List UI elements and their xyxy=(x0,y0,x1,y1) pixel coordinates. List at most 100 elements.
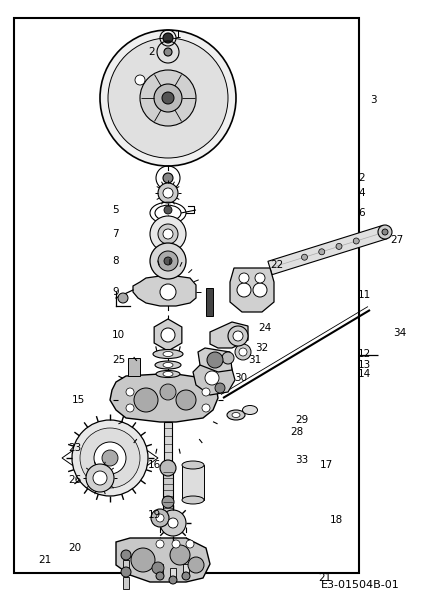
Circle shape xyxy=(164,257,172,265)
Ellipse shape xyxy=(163,371,173,377)
Text: 30: 30 xyxy=(234,373,247,383)
Text: 6: 6 xyxy=(358,208,365,218)
Text: 23: 23 xyxy=(68,443,81,453)
Circle shape xyxy=(160,284,176,300)
Circle shape xyxy=(160,510,186,536)
Bar xyxy=(164,422,172,468)
Circle shape xyxy=(140,70,196,126)
Bar xyxy=(206,288,213,316)
Polygon shape xyxy=(210,322,248,348)
Circle shape xyxy=(156,540,164,548)
Ellipse shape xyxy=(156,370,180,377)
Text: 5: 5 xyxy=(112,205,118,215)
Circle shape xyxy=(94,442,126,474)
Circle shape xyxy=(135,75,145,85)
Text: 12: 12 xyxy=(358,349,371,359)
Circle shape xyxy=(163,229,173,239)
Bar xyxy=(123,560,129,572)
Circle shape xyxy=(207,352,223,368)
Circle shape xyxy=(228,326,248,346)
Text: 22: 22 xyxy=(270,260,283,270)
Circle shape xyxy=(162,496,174,508)
Text: 27: 27 xyxy=(390,235,403,245)
Circle shape xyxy=(378,225,392,239)
Bar xyxy=(163,462,173,514)
Text: 28: 28 xyxy=(290,427,303,437)
Text: 34: 34 xyxy=(393,328,407,338)
Circle shape xyxy=(182,572,190,580)
Circle shape xyxy=(222,352,234,364)
Circle shape xyxy=(154,84,182,112)
Circle shape xyxy=(186,540,194,548)
Ellipse shape xyxy=(153,349,183,358)
Polygon shape xyxy=(110,374,218,422)
Ellipse shape xyxy=(163,352,173,356)
Text: 29: 29 xyxy=(295,415,308,425)
Circle shape xyxy=(86,464,114,492)
Text: 33: 33 xyxy=(295,455,308,465)
Text: 9: 9 xyxy=(112,287,118,297)
Text: 10: 10 xyxy=(112,330,125,340)
Circle shape xyxy=(253,283,267,297)
Text: 31: 31 xyxy=(248,355,261,365)
Ellipse shape xyxy=(182,461,204,469)
Polygon shape xyxy=(230,268,274,312)
Circle shape xyxy=(163,173,173,183)
Circle shape xyxy=(168,518,178,528)
Circle shape xyxy=(134,388,158,412)
Text: 8: 8 xyxy=(112,256,118,266)
Circle shape xyxy=(215,383,225,393)
Circle shape xyxy=(126,388,134,396)
Text: 16: 16 xyxy=(148,460,161,470)
Circle shape xyxy=(72,420,148,496)
Polygon shape xyxy=(193,362,235,395)
Ellipse shape xyxy=(154,265,182,273)
Circle shape xyxy=(156,572,164,580)
Polygon shape xyxy=(198,348,232,372)
Circle shape xyxy=(237,283,251,297)
Ellipse shape xyxy=(232,413,240,418)
Bar xyxy=(182,465,204,500)
Circle shape xyxy=(239,348,247,356)
Circle shape xyxy=(150,216,186,252)
Circle shape xyxy=(382,229,388,235)
Circle shape xyxy=(169,576,177,584)
Polygon shape xyxy=(116,538,210,582)
Text: 14: 14 xyxy=(358,369,371,379)
Polygon shape xyxy=(154,319,182,351)
Circle shape xyxy=(353,238,359,244)
Circle shape xyxy=(121,567,131,577)
Ellipse shape xyxy=(163,362,173,367)
Circle shape xyxy=(121,550,131,560)
Circle shape xyxy=(108,38,228,158)
Circle shape xyxy=(319,249,325,255)
Text: 21: 21 xyxy=(318,573,331,583)
Text: 7: 7 xyxy=(112,229,118,239)
Circle shape xyxy=(102,450,118,466)
Circle shape xyxy=(176,390,196,410)
Circle shape xyxy=(151,509,169,527)
Text: 18: 18 xyxy=(330,515,343,525)
Circle shape xyxy=(163,33,173,43)
Text: 19: 19 xyxy=(148,510,161,520)
Circle shape xyxy=(118,293,128,303)
Circle shape xyxy=(126,404,134,412)
Text: 1: 1 xyxy=(175,30,181,40)
Text: 4: 4 xyxy=(358,188,365,198)
Circle shape xyxy=(158,183,178,203)
Circle shape xyxy=(302,254,308,260)
Circle shape xyxy=(158,224,178,244)
Circle shape xyxy=(163,188,173,198)
Text: 24: 24 xyxy=(258,323,271,333)
Circle shape xyxy=(131,548,155,572)
Text: 25: 25 xyxy=(112,355,125,365)
Text: 21: 21 xyxy=(38,555,51,565)
Text: 32: 32 xyxy=(255,343,268,353)
Circle shape xyxy=(100,30,236,166)
Circle shape xyxy=(239,273,249,283)
Text: 3: 3 xyxy=(370,95,376,105)
Circle shape xyxy=(161,328,175,342)
Circle shape xyxy=(170,545,190,565)
Text: 26: 26 xyxy=(68,475,81,485)
Circle shape xyxy=(156,514,164,522)
